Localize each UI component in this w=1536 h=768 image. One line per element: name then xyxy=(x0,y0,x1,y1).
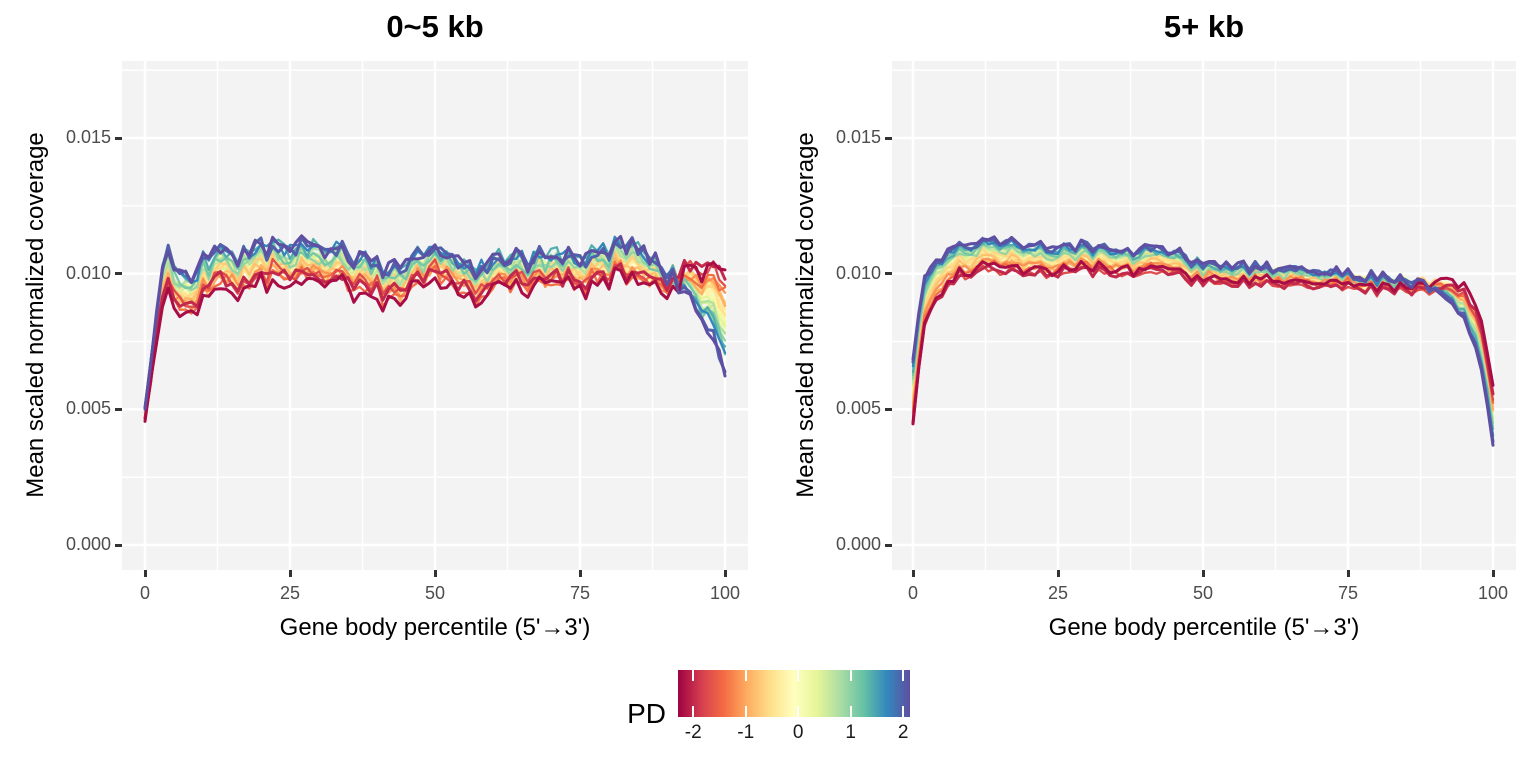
panel-title-0-5kb: 0~5 kb xyxy=(386,9,484,44)
coverage-series-line xyxy=(143,234,727,411)
legend-tick-mark xyxy=(692,670,695,681)
y-tick-mark xyxy=(115,136,122,140)
x-tick-mark xyxy=(723,570,727,577)
x-tick-mark xyxy=(288,570,292,577)
y-tick-mark xyxy=(885,272,892,276)
legend-tick-label: 2 xyxy=(897,722,909,743)
x-tick-label: 75 xyxy=(569,583,591,603)
legend-tick-label: 0 xyxy=(792,722,804,743)
legend-tick-mark xyxy=(797,670,800,681)
y-tick-label: 0.015 xyxy=(65,127,111,147)
x-tick-mark xyxy=(1056,570,1060,577)
plot-panel-5plus-kb xyxy=(892,61,1516,570)
x-tick-mark xyxy=(578,570,582,577)
coverage-series-line xyxy=(911,259,1495,426)
y-axis-title-left-text: Mean scaled normalized coverage xyxy=(22,132,49,498)
coverage-series-line xyxy=(911,235,1495,447)
x-tick-label: 25 xyxy=(279,583,301,603)
x-axis-title-right: Gene body percentile (5'→3') xyxy=(1048,614,1360,641)
legend-title: PD xyxy=(627,698,666,729)
legend-tick-mark xyxy=(692,706,695,717)
x-tick-mark xyxy=(433,570,437,577)
legend-tick-mark xyxy=(744,670,747,681)
legend-tick-mark xyxy=(902,706,905,717)
legend-tick-mark xyxy=(902,670,905,681)
legend-tick-mark xyxy=(797,706,800,717)
y-tick-mark xyxy=(115,543,122,547)
y-tick-label: 0.005 xyxy=(65,398,111,419)
plot-panel-0-5kb xyxy=(122,61,748,570)
y-tick-label: 0.015 xyxy=(835,127,881,147)
panel-title-5plus-kb: 5+ kb xyxy=(1163,9,1245,44)
legend-colorbar xyxy=(678,670,910,717)
x-tick-mark xyxy=(911,570,915,577)
x-tick-mark xyxy=(1201,570,1205,577)
coverage-series-line xyxy=(143,261,727,423)
x-tick-label: 0 xyxy=(907,583,918,603)
panel-canvas xyxy=(122,61,748,570)
x-tick-mark xyxy=(1346,570,1350,577)
legend-tick-label: -2 xyxy=(684,722,702,743)
y-tick-label: 0.005 xyxy=(835,398,881,419)
x-tick-label: 100 xyxy=(1477,583,1509,603)
y-tick-label: 0.000 xyxy=(65,534,111,554)
panel-canvas xyxy=(892,61,1516,570)
y-tick-mark xyxy=(115,407,122,411)
legend-tick-label: 1 xyxy=(845,722,856,743)
legend-tick-label: -1 xyxy=(737,722,755,743)
y-tick-mark xyxy=(885,407,892,411)
x-axis-title-left: Gene body percentile (5'→3') xyxy=(279,614,591,641)
x-tick-label: 0 xyxy=(139,583,150,603)
y-axis-title-right-text: Mean scaled normalized coverage xyxy=(792,132,819,498)
legend-tick-mark xyxy=(849,706,852,717)
y-tick-mark xyxy=(885,136,892,140)
legend-tick-mark xyxy=(849,670,852,681)
y-tick-label: 0.000 xyxy=(835,534,881,554)
x-tick-label: 100 xyxy=(709,583,741,603)
y-tick-label: 0.010 xyxy=(835,262,881,283)
x-tick-mark xyxy=(1491,570,1495,577)
x-tick-mark xyxy=(143,570,147,577)
x-tick-label: 50 xyxy=(424,583,446,603)
y-tick-mark xyxy=(885,543,892,547)
legend-tick-mark xyxy=(744,706,747,717)
y-tick-label: 0.010 xyxy=(65,262,111,283)
x-tick-label: 75 xyxy=(1337,583,1359,603)
x-tick-label: 50 xyxy=(1192,583,1214,603)
x-tick-label: 25 xyxy=(1047,583,1069,603)
y-tick-mark xyxy=(115,272,122,276)
